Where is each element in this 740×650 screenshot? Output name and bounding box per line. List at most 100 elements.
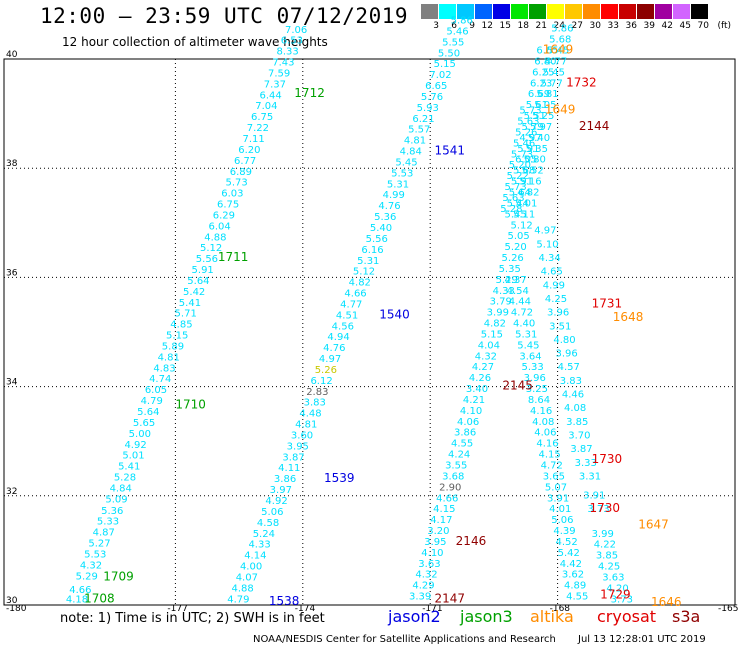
- swh-value-label: 5.77: [541, 78, 563, 89]
- swh-value-label: 5.01: [515, 198, 537, 209]
- swh-value-label: 7.06: [285, 25, 307, 36]
- track-id-label: 1710: [175, 397, 206, 411]
- swh-value-label: 5.40: [370, 223, 392, 234]
- x-tick-label: -165: [718, 604, 738, 614]
- swh-value-label: 5.12: [353, 267, 375, 278]
- swh-value-label: 6.04: [209, 221, 231, 232]
- swh-value-label: 5.86: [551, 24, 573, 35]
- scale-swatch: [691, 4, 709, 19]
- swh-value-label: 7.11: [242, 134, 264, 145]
- swh-value-label: 4.82: [484, 319, 506, 330]
- swh-value-label: 4.97: [519, 133, 541, 144]
- swh-value-label: 5.64: [187, 276, 209, 287]
- swh-value-label: 5.26: [515, 127, 537, 138]
- swh-value-label: 5.42: [183, 287, 205, 298]
- track-id-label: 1649: [543, 43, 574, 57]
- swh-value-label: 4.57: [558, 362, 580, 373]
- swh-value-label: 8.33: [276, 47, 298, 58]
- swh-value-label: 6.75: [217, 200, 239, 211]
- swh-value-label: 5.56: [366, 234, 388, 245]
- swh-value-label: 4.85: [170, 320, 192, 331]
- swh-value-label: 3.99: [487, 308, 509, 319]
- units-note: note: 1) Time is in UTC; 2) SWH is in fe…: [60, 611, 325, 626]
- swh-value-label: 4.66: [69, 585, 91, 596]
- swh-value-label: 5.20: [505, 242, 527, 253]
- swh-value-label: 3.73: [587, 504, 609, 515]
- swh-value-label: 4.40: [513, 319, 535, 330]
- track-id-label: 1732: [566, 75, 597, 89]
- swh-value-label: 5.86: [451, 16, 473, 27]
- x-tick-label: -180: [6, 604, 27, 614]
- legend-item-jason2: jason2: [388, 607, 441, 626]
- swh-value-label: 4.92: [124, 440, 146, 451]
- scale-tick-label: 12: [481, 21, 493, 31]
- track-id-label: 1709: [103, 569, 134, 583]
- swh-value-label: 4.81: [158, 352, 180, 363]
- swh-value-label: 5.45: [395, 157, 417, 168]
- swh-value-label: 3.86: [454, 428, 476, 439]
- swh-value-label: 3.39: [409, 592, 431, 603]
- color-scale-swatches: [421, 4, 731, 19]
- footer-timestamp: Jul 13 12:28:01 UTC 2019: [578, 634, 706, 645]
- swh-value-label: 5.20: [509, 160, 531, 171]
- swh-value-label: 7.59: [268, 68, 290, 79]
- swh-value-label: 3.99: [592, 529, 614, 540]
- swh-value-label: 4.16: [536, 439, 558, 450]
- swh-value-label: 5.33: [97, 517, 119, 528]
- swh-value-label: 5.12: [200, 243, 222, 254]
- swh-value-label: 5.45: [543, 67, 565, 78]
- swh-value-label: 5.41: [118, 462, 140, 473]
- swh-value-label: 4.11: [278, 463, 300, 474]
- scale-swatch: [619, 4, 637, 19]
- swh-value-label: 3.83: [560, 376, 582, 387]
- swh-value-label: 4.79: [227, 594, 249, 605]
- swh-value-label: 4.77: [545, 56, 567, 67]
- swh-value-label: 4.55: [451, 439, 473, 450]
- swh-value-label: 5.05: [534, 100, 556, 111]
- swh-value-label: 4.81: [295, 420, 317, 431]
- swh-value-label: 4.06: [457, 417, 479, 428]
- swh-value-label: 5.09: [105, 494, 127, 505]
- scale-tick-label: 18: [517, 21, 529, 31]
- swh-value-label: 5.31: [515, 329, 537, 340]
- swh-value-label: 4.79: [141, 396, 163, 407]
- swh-value-label: 5.64: [137, 407, 159, 418]
- x-tick-label: -171: [422, 604, 442, 614]
- swh-value-label: 5.91: [192, 265, 214, 276]
- swh-value-label: 6.29: [213, 210, 235, 221]
- swh-value-label: 4.34: [538, 253, 560, 264]
- swh-value-label: 5.91: [517, 144, 539, 155]
- swh-value-label: 4.42: [560, 559, 582, 570]
- swh-value-label: 4.10: [421, 548, 443, 559]
- swh-value-label: 4.33: [493, 286, 515, 297]
- swh-value-label: 3.95: [424, 537, 446, 548]
- swh-value-label: 5.91: [511, 177, 533, 188]
- swh-value-label: 6.53: [281, 36, 303, 47]
- swh-value-label: 4.26: [469, 373, 491, 384]
- swh-value-label: 5.63: [502, 193, 524, 204]
- y-tick-label: 36: [6, 268, 18, 278]
- swh-value-label: 6.65: [536, 46, 558, 57]
- swh-value-label: 5.28: [500, 204, 522, 215]
- track-id-label: 1711: [218, 250, 249, 264]
- swh-value-label: 4.51: [336, 310, 358, 321]
- swh-value-label: 4.04: [478, 340, 500, 351]
- swh-value-label: 3.40: [466, 384, 488, 395]
- swh-value-label: 5.31: [357, 256, 379, 267]
- swh-value-label: 4.84: [110, 483, 132, 494]
- track-id-label: 1708: [84, 591, 115, 605]
- swh-value-label: 6.21: [412, 114, 434, 125]
- swh-value-label: 5.93: [417, 103, 439, 114]
- swh-value-label: 6.69: [528, 89, 550, 100]
- color-scale: 3 6 9 12 15 18 21 24 27 30 33 36 39 42 45 70 (ft): [421, 4, 731, 38]
- swh-value-label: 5.15: [434, 59, 456, 70]
- track-id-label: 2145: [502, 378, 533, 392]
- swh-value-label: 7.37: [264, 79, 286, 90]
- swh-value-label: 4.25: [598, 562, 620, 573]
- swh-value-label: 8.64: [528, 395, 550, 406]
- track-id-label: 1731: [592, 296, 623, 310]
- swh-value-label: 4.83: [153, 363, 175, 374]
- swh-value-label: 5.24: [253, 529, 275, 540]
- swh-value-label: 5.35: [499, 264, 521, 275]
- swh-value-label: 5.01: [122, 451, 144, 462]
